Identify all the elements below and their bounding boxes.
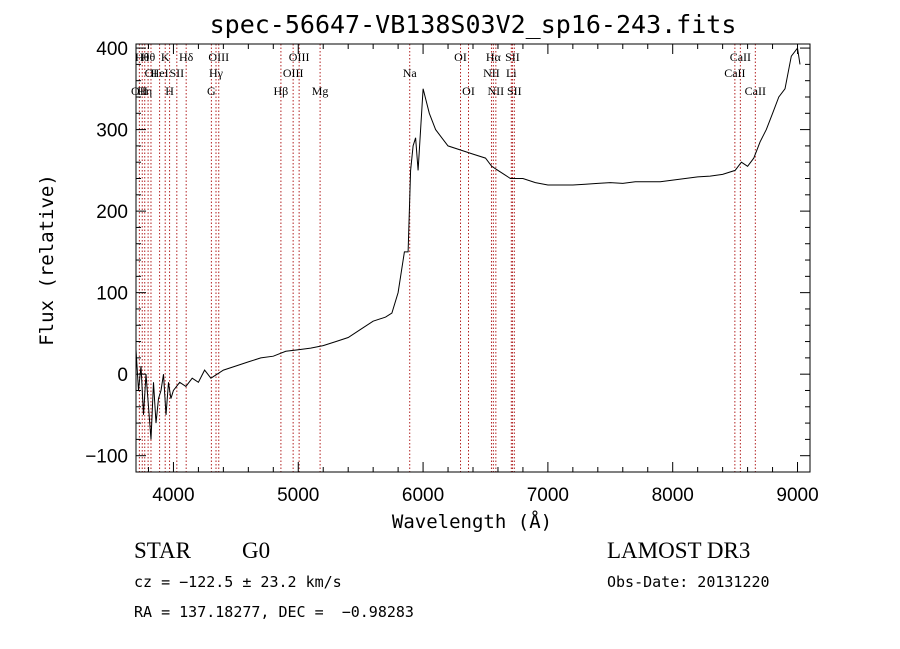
spectral-line-labels: OIIHθHηHθOIHeIKHSIIHδGHγOIIIHβOIIIOIIIMg… bbox=[131, 50, 766, 98]
x-axis-ticks: 4000 5000 6000 7000 8000 9000 bbox=[147, 44, 819, 506]
spectral-line-label: OII bbox=[131, 84, 148, 98]
spectral-line-label: OIII bbox=[289, 50, 310, 64]
observation-date: Obs-Date: 20131220 bbox=[607, 573, 770, 591]
spectral-line-markers bbox=[138, 44, 756, 472]
spectral-line-label: NII bbox=[483, 66, 500, 80]
coordinates: RA = 137.18277, DEC = −0.98283 bbox=[134, 603, 414, 621]
spectral-line-label: CaII bbox=[730, 50, 751, 64]
spectral-line-label: SII bbox=[169, 66, 184, 80]
x-tick-label: 5000 bbox=[277, 485, 319, 506]
spectral-line-label: CaII bbox=[724, 66, 745, 80]
spectral-line-label: OIII bbox=[208, 50, 229, 64]
spectral-line-label: Hθ bbox=[135, 50, 150, 64]
y-tick-label: −100 bbox=[85, 447, 128, 468]
spectral-line-label: Na bbox=[403, 66, 418, 80]
subclass: G0 bbox=[242, 538, 271, 563]
x-tick-label: 8000 bbox=[652, 485, 694, 506]
redshift-velocity: cz = −122.5 ± 23.2 km/s bbox=[134, 573, 342, 591]
y-tick-label: 100 bbox=[96, 284, 128, 305]
object-class: STAR bbox=[134, 538, 191, 563]
x-tick-label: 4000 bbox=[152, 485, 194, 506]
y-tick-label: 400 bbox=[96, 39, 128, 60]
spectral-line-label: H bbox=[165, 84, 174, 98]
y-tick-label: 200 bbox=[96, 202, 128, 223]
spectral-line-label: Mg bbox=[312, 84, 329, 98]
spectral-line-label: Hη bbox=[137, 84, 152, 98]
spectral-line-label: Hδ bbox=[179, 50, 194, 64]
spectral-line-label: OI bbox=[145, 66, 158, 80]
spectral-line-label: SII bbox=[505, 50, 520, 64]
spectral-line-label: OI bbox=[462, 84, 475, 98]
spectral-line-label: Hβ bbox=[274, 84, 289, 98]
x-tick-label: 9000 bbox=[776, 485, 818, 506]
spectral-line-label: CaII bbox=[745, 84, 766, 98]
spectral-line-label: HeI bbox=[151, 66, 169, 80]
x-axis-label: Wavelength (Å) bbox=[392, 510, 552, 533]
spectral-line-label: OI bbox=[454, 50, 467, 64]
plot-area-frame bbox=[135, 43, 811, 473]
spectral-line-label: Li bbox=[506, 66, 517, 80]
y-tick-label: 0 bbox=[117, 365, 128, 386]
spectrum-series-line bbox=[135, 46, 801, 440]
y-axis-ticks: −100 0 100 200 300 400 bbox=[85, 39, 810, 468]
spectral-line-label: NII bbox=[488, 84, 505, 98]
spectral-line-label: Hα bbox=[486, 50, 502, 64]
spectral-line-label: Hγ bbox=[209, 66, 224, 80]
y-axis-label: Flux (relative) bbox=[36, 174, 58, 346]
chart-title: spec-56647-VB138S03V2_sp16-243.fits bbox=[210, 10, 737, 39]
x-tick-label: 6000 bbox=[402, 485, 444, 506]
spectral-line-label: OIII bbox=[283, 66, 304, 80]
x-tick-label: 7000 bbox=[527, 485, 569, 506]
survey-name: LAMOST DR3 bbox=[607, 538, 751, 563]
spectral-line-label: SII bbox=[507, 84, 522, 98]
spectral-line-label: G bbox=[207, 84, 216, 98]
spectral-line-label: K bbox=[161, 50, 170, 64]
y-tick-label: 300 bbox=[96, 121, 128, 142]
spectral-line-label: Hθ bbox=[141, 50, 156, 64]
